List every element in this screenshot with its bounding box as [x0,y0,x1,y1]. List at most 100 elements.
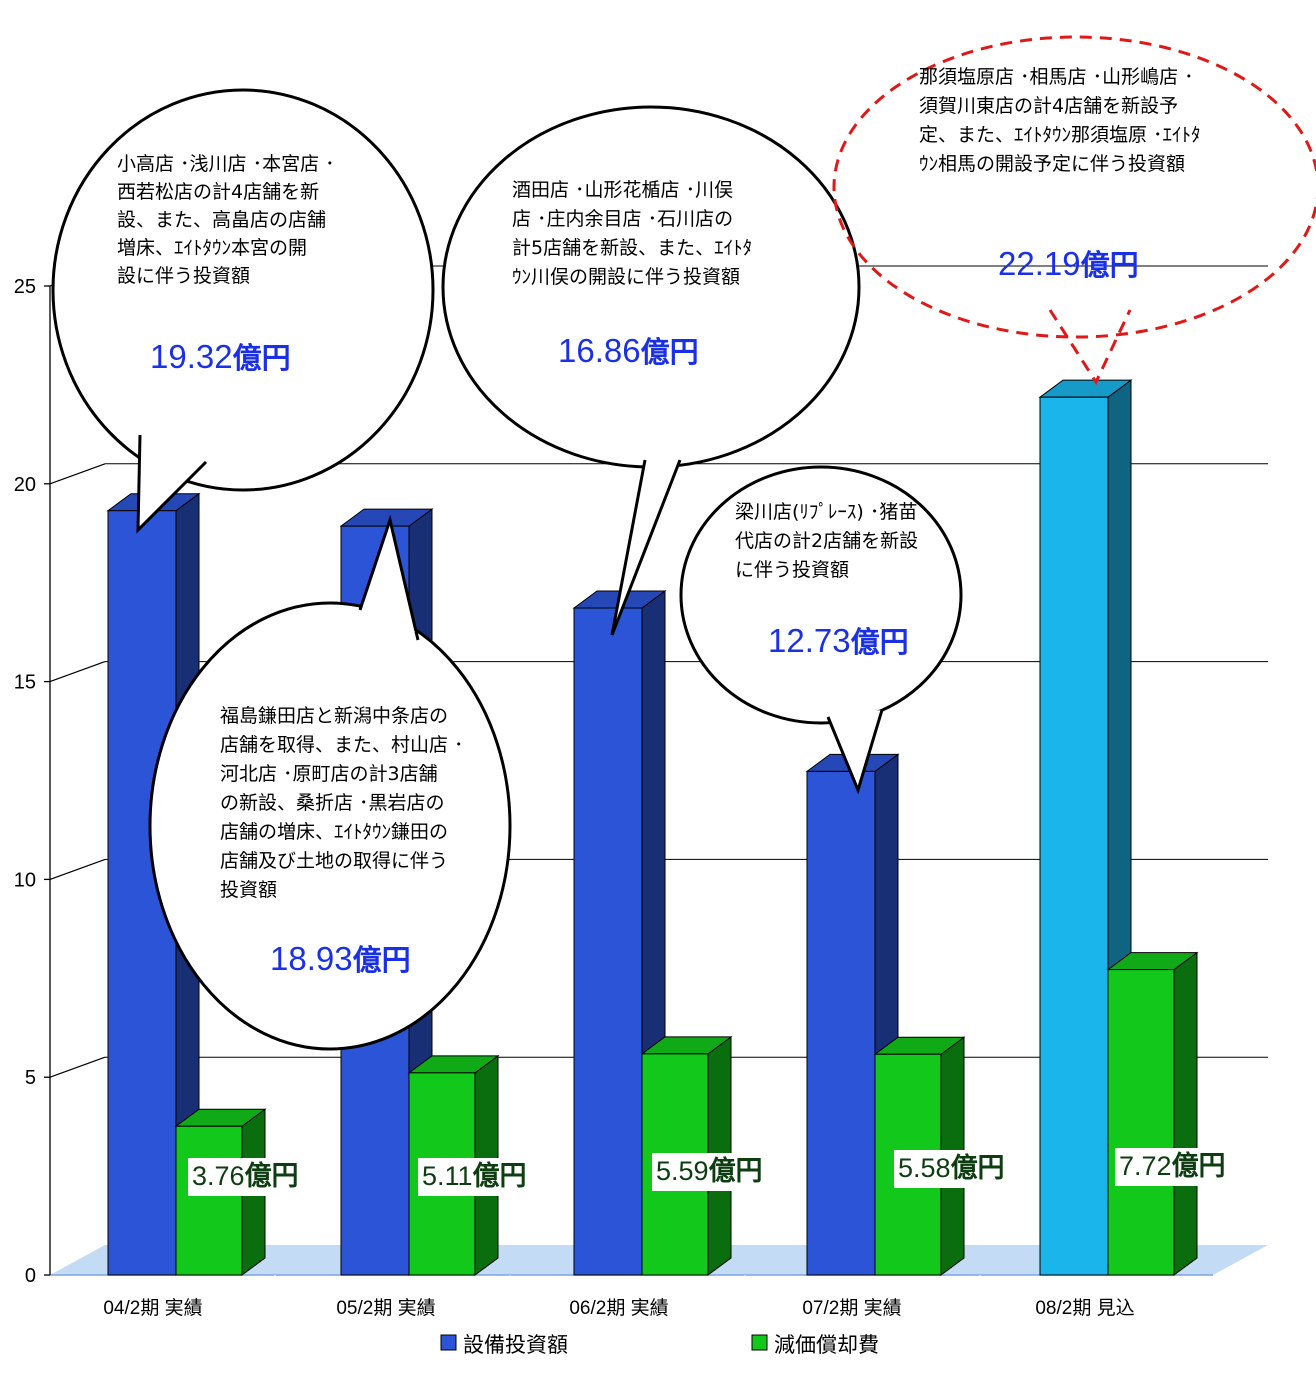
value-number: 3.76 [192,1161,245,1191]
value-number: 7.72 [1119,1151,1172,1181]
depreciation-value-text: 7.72億円 [1119,1151,1226,1181]
bubble-text-line: 店 ･庄内余目店 ･石川店の [512,208,733,230]
depreciation-value-label: 5.58億円 [894,1150,1022,1188]
bubble-text-line: 那須塩原店 ･相馬店 ･山形嶋店 ･ [919,66,1194,88]
bubble-text-line: 店舗及び土地の取得に伴う [220,850,448,872]
bubble-tail-mask [830,702,880,729]
value-unit: 億円 [951,1153,1005,1183]
y-tick-label: 20 [14,474,36,496]
depreciation-labels: 3.76億円 5.11億円 5.59億円 5.58億円 7.72億円 [188,1148,1243,1196]
legend-item: 減価償却費 [751,1334,879,1357]
capex-bar [1038,379,1133,1276]
value-unit: 億円 [1081,249,1139,282]
bubble-text-line: 定、また、ｴｲﾄﾀｳﾝ那須塩原 ･ｴｲﾄﾀ [919,124,1201,146]
depreciation-bar [174,1108,267,1276]
value-unit: 億円 [851,626,909,659]
bubble-tail-mask [647,452,678,472]
bubble-text: 酒田店 ･山形花楯店 ･川俣店 ･庄内余目店 ･石川店の計5店舗を新設、また、ｴ… [512,179,752,288]
speech-bubble: 小高店 ･浅川店 ･本宮店 ･ 西若松店の計4店舗を新設、また、高畠店の店舗増床、… [51,88,435,534]
y-tick-label: 15 [14,672,36,694]
speech-bubble: 梁川店(ﾘﾌﾟﾚｰｽ) ･猪苗代店の計2店舗を新設に伴う投資額 12.73億円 [679,465,963,795]
bubble-text-line: 酒田店 ･山形花楯店 ･川俣 [512,179,733,201]
depreciation-value-label: 7.72億円 [1115,1148,1243,1186]
bubble-text: 小高店 ･浅川店 ･本宮店 ･ 西若松店の計4店舗を新設、また、高畠店の店舗増床、… [117,153,335,287]
x-category-label: 06/2期 実績 [569,1297,668,1319]
legend-label: 設備投資額 [463,1334,568,1357]
x-category-label: 04/2期 実績 [103,1297,202,1319]
value-number: 5.58 [898,1153,951,1183]
x-category-label: 05/2期 実績 [336,1297,435,1319]
speech-bubble: 那須塩原店 ･相馬店 ･山形嶋店 ･ 須賀川東店の計4店舗を新設予定、また、ｴｲﾄ… [832,35,1316,386]
depreciation-value-label: 5.11億円 [418,1158,546,1196]
bubble-text-line: の新設、桑折店 ･黒岩店の [220,792,445,814]
legend-swatch [440,1334,457,1351]
x-category-label: 07/2期 実績 [802,1297,901,1319]
value-number: 5.11 [422,1161,473,1191]
legend-label: 減価償却費 [774,1334,879,1357]
value-number: 12.73 [768,622,851,659]
value-number: 5.59 [656,1156,709,1186]
label-background [894,1150,1022,1188]
bubble-tail [1048,309,1132,386]
bubble-ellipse [51,88,435,492]
bubble-value: 19.32億円 [150,338,291,375]
capex-bar-front [573,607,643,1276]
bubble-text: 那須塩原店 ･相馬店 ･山形嶋店 ･ 須賀川東店の計4店舗を新設予定、また、ｴｲﾄ… [919,66,1201,175]
bubble-value: 18.93億円 [270,940,411,977]
y-tick-label: 25 [14,276,36,298]
value-unit: 億円 [245,1161,299,1191]
bubble-value: 22.19億円 [998,245,1139,282]
depreciation-bar-side [1173,951,1198,1276]
bubble-text: 梁川店(ﾘﾌﾟﾚｰｽ) ･猪苗代店の計2店舗を新設に伴う投資額 [735,501,918,581]
bubble-text-line: 西若松店の計4店舗を新 [117,181,319,203]
depreciation-value-label: 3.76億円 [188,1158,316,1196]
value-unit: 億円 [233,342,291,375]
bubble-text-line: 投資額 [220,879,277,901]
speech-bubble: 酒田店 ･山形花楯店 ･川俣店 ･庄内余目店 ･石川店の計5店舗を新設、また、ｴ… [441,105,861,636]
value-unit: 億円 [473,1161,527,1191]
bubble-value: 16.86億円 [558,332,699,369]
depreciation-value-text: 5.58億円 [898,1153,1005,1183]
bubble-text-line: 設に伴う投資額 [117,265,250,287]
capex-bar [572,590,667,1276]
depreciation-bar-front [1107,969,1175,1276]
value-number: 22.19 [998,245,1081,282]
capex-bar-front [806,770,876,1276]
capex-bar-front [1039,396,1109,1276]
bubble-ellipse [148,601,512,1051]
bubble-text-line: 代店の計2店舗を新設 [735,530,918,552]
depreciation-value-text: 5.59億円 [656,1156,763,1186]
bubble-text-line: に伴う投資額 [735,559,849,581]
bubble-tail-mask [362,602,416,632]
depreciation-value-text: 3.76億円 [192,1161,299,1191]
bubble-text-line: 店舗を取得、また、村山店 ･ [220,734,464,756]
value-number: 19.32 [150,338,233,375]
value-unit: 億円 [709,1156,763,1186]
bubble-text: 福島鎌田店と新潟中条店の店舗を取得、また、村山店 ･ 河北店 ･原町店の計3店舗の… [220,705,464,901]
speech-bubble: 福島鎌田店と新潟中条店の店舗を取得、また、村山店 ･ 河北店 ･原町店の計3店舗の… [148,514,512,1051]
gridline-side [49,463,106,485]
axis-layer: 0 5 10 15 20 25 04/2期 実績 05/2期 実績 06/2期 実績 07/2期 … [14,276,1135,1319]
bubble-text-line: 増床、ｴｲﾄﾀｳﾝ本宮の開 [117,237,307,259]
bubble-text-line: 計5店舗を新設、また、ｴｲﾄﾀ [512,237,752,259]
bubble-tail [826,709,884,795]
y-tick-label: 0 [25,1265,36,1287]
gridline-side [49,1056,106,1078]
bubble-text-line: ｳﾝ川俣の開設に伴う投資額 [512,266,740,288]
depreciation-value-label: 5.59億円 [652,1153,780,1191]
x-category-label: 08/2期 見込 [1035,1297,1134,1319]
bubble-text-line: 須賀川東店の計4店舗を新設予 [919,95,1178,117]
gridline-side [49,858,106,880]
gridline-side [49,661,106,683]
legend: 設備投資額 減価償却費 [440,1334,879,1357]
value-number: 18.93 [270,940,353,977]
y-tick-label: 5 [25,1067,36,1089]
label-background [1115,1148,1243,1186]
value-unit: 億円 [641,336,699,369]
bubble-ellipse [679,465,963,725]
bubble-value: 12.73億円 [768,622,909,659]
label-background [418,1158,546,1196]
bubble-text-line: 設、また、高畠店の店舗 [117,209,326,231]
depreciation-value-text: 5.11億円 [422,1161,527,1191]
